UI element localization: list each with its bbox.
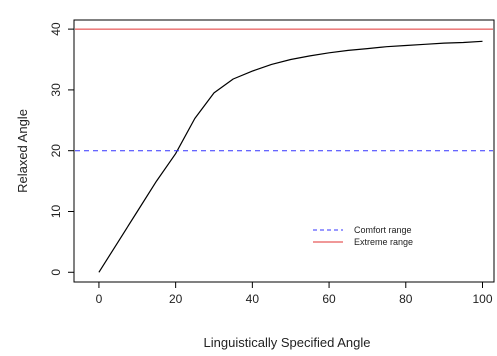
y-tick-label: 10 — [49, 204, 63, 218]
x-tick-label: 0 — [96, 292, 103, 306]
legend: Comfort range Extreme range — [304, 222, 434, 250]
x-tick-label: 80 — [399, 292, 413, 306]
x-tick-label: 100 — [472, 292, 492, 306]
legend-box — [304, 222, 434, 250]
x-tick-label: 20 — [169, 292, 183, 306]
x-axis-label: Linguistically Specified Angle — [204, 335, 371, 350]
legend-label-extreme-range: Extreme range — [354, 237, 413, 247]
x-tick-label: 60 — [322, 292, 336, 306]
y-axis-label: Relaxed Angle — [15, 109, 30, 193]
legend-label-comfort-range: Comfort range — [354, 225, 412, 235]
series-curve-line — [98, 40, 483, 273]
x-tick-label: 40 — [246, 292, 260, 306]
chart-marks — [75, 28, 493, 273]
x-axis: 0 20 40 60 80 100 — [96, 282, 493, 306]
y-tick-label: 20 — [49, 144, 63, 158]
y-tick-label: 0 — [49, 269, 63, 276]
y-tick-label: 40 — [49, 22, 63, 36]
y-axis: 0 10 20 30 40 — [49, 22, 74, 276]
y-tick-label: 30 — [49, 83, 63, 97]
